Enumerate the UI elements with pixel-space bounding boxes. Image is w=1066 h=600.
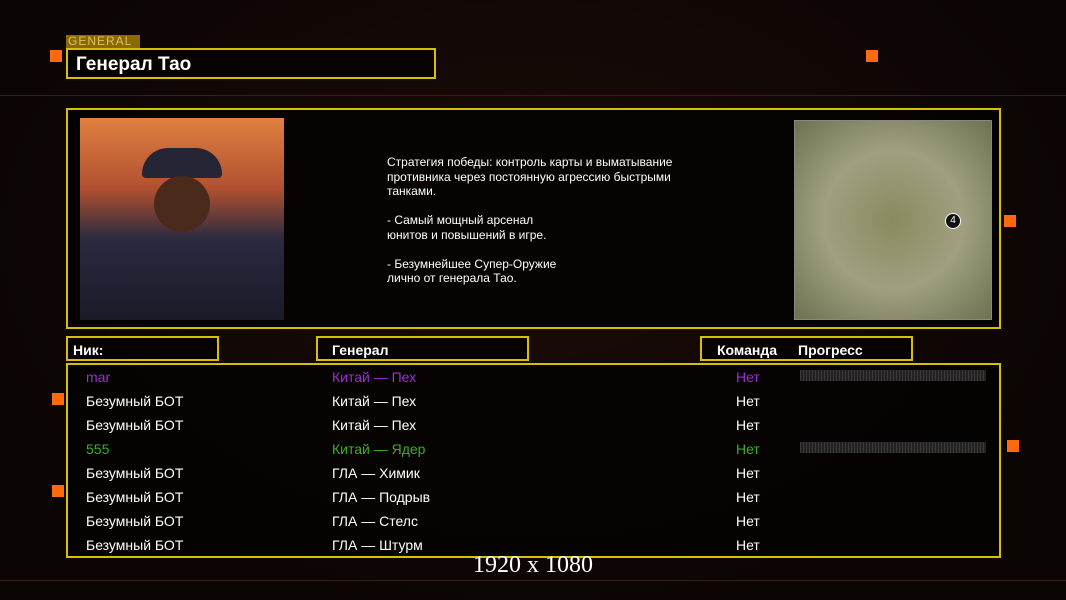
column-header-general: Генерал [316, 336, 529, 361]
player-row[interactable]: Безумный БОТ Китай — Пех Нет [68, 390, 999, 414]
map-preview[interactable]: 4 [794, 120, 992, 320]
player-nick: Безумный БОТ [86, 417, 184, 433]
player-general[interactable]: ГЛА — Химик [332, 465, 420, 481]
player-team[interactable]: Нет [736, 489, 760, 505]
player-row[interactable]: Безумный БОТ Китай — Пех Нет [68, 414, 999, 438]
player-nick: Безумный БОТ [86, 537, 184, 553]
description-line: - Безумнейшее Супер-Оружие [387, 256, 557, 271]
description-line: противника через постоянную агрессию быс… [387, 169, 671, 184]
progress-bar [800, 442, 986, 453]
decor-line [0, 95, 1066, 96]
player-row[interactable]: 555 Китай — Ядер Нет [68, 438, 999, 462]
face [154, 176, 210, 232]
player-team[interactable]: Нет [736, 393, 760, 409]
player-start-marker: 4 [945, 213, 961, 229]
decor-square [52, 485, 64, 497]
description-line: лично от генерала Тао. [387, 271, 517, 285]
decor-square [1004, 215, 1016, 227]
player-nick: Безумный БОТ [86, 513, 184, 529]
player-general[interactable]: Китай — Пех [332, 393, 417, 409]
player-team[interactable]: Нет [736, 537, 760, 553]
player-table: mar Китай — Пех Нет Безумный БОТ Китай — … [66, 363, 1001, 558]
decor-square [52, 393, 64, 405]
player-general[interactable]: ГЛА — Подрыв [332, 489, 431, 505]
player-team[interactable]: Нет [736, 441, 760, 457]
description-line: - Самый мощный арсенал [387, 213, 534, 227]
team-header: Команда [717, 342, 777, 358]
title-box: Генерал Тао [66, 48, 436, 79]
player-general[interactable]: Китай — Пех [332, 369, 417, 385]
player-team[interactable]: Нет [736, 465, 760, 481]
decor-line [0, 580, 1066, 581]
general-header: Генерал [332, 342, 389, 358]
column-header-nick: Ник: [66, 336, 219, 361]
decor-square [866, 50, 878, 62]
player-nick: Безумный БОТ [86, 489, 184, 505]
description-spacer [387, 242, 672, 257]
column-header-team-progress: Команда Прогресс [700, 336, 913, 361]
player-team[interactable]: Нет [736, 417, 760, 433]
player-row[interactable]: Безумный БОТ ГЛА — Подрыв Нет [68, 486, 999, 510]
description-line: танками. [387, 184, 437, 198]
player-nick: Безумный БОТ [86, 393, 184, 409]
resolution-label: 1920 x 1080 [473, 552, 593, 578]
description-line: Стратегия победы: контроль карты и вымат… [387, 155, 673, 169]
player-team[interactable]: Нет [736, 369, 760, 385]
general-info-panel: Стратегия победы: контроль карты и вымат… [66, 108, 1001, 329]
player-row[interactable]: Безумный БОТ ГЛА — Стелс Нет [68, 510, 999, 534]
page-title: Генерал Тао [76, 54, 192, 75]
player-nick: 555 [86, 441, 110, 457]
player-nick: Безумный БОТ [86, 465, 184, 481]
nick-header: Ник: [73, 342, 104, 358]
player-row[interactable]: Безумный БОТ ГЛА — Штурм Нет [68, 534, 999, 558]
player-row[interactable]: Безумный БОТ ГЛА — Химик Нет [68, 462, 999, 486]
progress-bar [800, 370, 986, 381]
description-line: юнитов и повышений в игре. [387, 227, 547, 242]
general-tag: GENERAL [66, 35, 140, 48]
player-general[interactable]: ГЛА — Штурм [332, 537, 423, 553]
player-general[interactable]: Китай — Ядер [332, 441, 426, 457]
decor-square [50, 50, 62, 62]
player-nick: mar [86, 369, 111, 385]
player-general[interactable]: ГЛА — Стелс [332, 513, 418, 529]
progress-header: Прогресс [798, 342, 863, 358]
decor-square [1007, 440, 1019, 452]
cap [142, 148, 222, 178]
description-spacer [387, 199, 672, 214]
player-row[interactable]: mar Китай — Пех Нет [68, 366, 999, 390]
general-portrait [80, 118, 284, 320]
player-general[interactable]: Китай — Пех [332, 417, 417, 433]
player-team[interactable]: Нет [736, 513, 760, 529]
general-description: Стратегия победы: контроль карты и вымат… [387, 155, 672, 286]
